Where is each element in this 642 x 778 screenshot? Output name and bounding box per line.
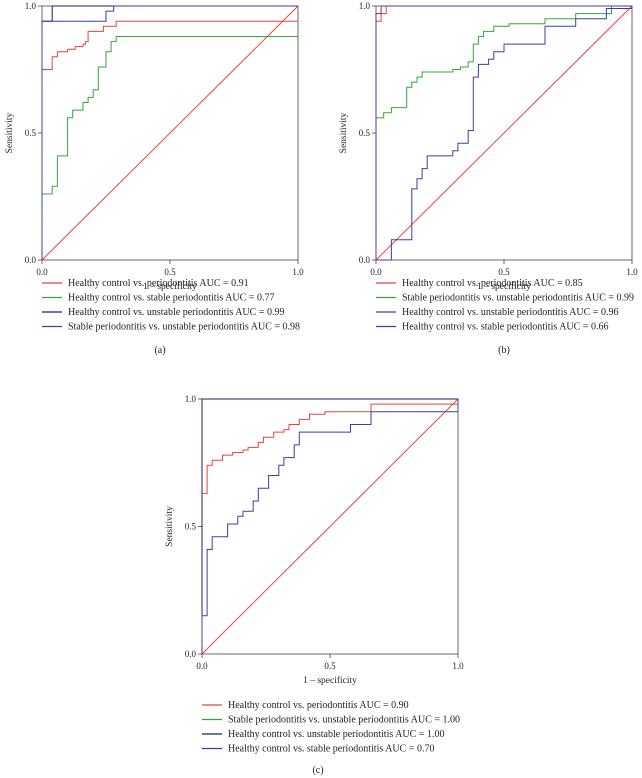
roc-curve-series-4 <box>201 399 459 654</box>
y-tick-label: 0.5 <box>185 522 197 532</box>
y-tick-label: 0.5 <box>359 128 371 138</box>
x-tick-label: 0.0 <box>196 661 208 671</box>
roc-curve-series-4 <box>41 5 298 260</box>
roc-curve-series-2 <box>375 5 632 260</box>
roc-curve-series-3 <box>375 5 632 260</box>
x-tick-label: 0.5 <box>164 267 176 277</box>
y-tick-label: 0.0 <box>359 255 371 265</box>
y-axis-label: Sensitivity <box>165 506 175 547</box>
x-tick-label: 0.5 <box>324 661 336 671</box>
x-axis-label: 1 – specificity <box>143 281 197 292</box>
y-tick-label: 1.0 <box>359 1 371 11</box>
panel-label: (a) <box>154 345 165 356</box>
legend-entry: Healthy control vs. unstable periodontit… <box>68 307 284 318</box>
panel-label: (c) <box>312 765 323 776</box>
roc-panel-b: 0.0 0.0 0.5 0.5 1.0 1.0 1 – specificity Sensiti… <box>339 1 638 356</box>
chance-diagonal <box>41 5 299 261</box>
x-axis-label: 1 – specificity <box>303 675 357 686</box>
chance-diagonal <box>375 5 633 261</box>
legend-entry: Stable periodontitis vs. unstable period… <box>68 322 300 333</box>
y-tick-label: 0.0 <box>25 255 37 265</box>
legend-entry: Stable periodontitis vs. unstable period… <box>402 293 634 304</box>
roc-curve-series-1 <box>41 20 298 260</box>
roc-panel-c: 0.0 0.0 0.5 0.5 1.0 1.0 1 – specificity Sensiti… <box>165 394 464 776</box>
x-tick-label: 0.5 <box>498 267 510 277</box>
x-tick-label: 0.0 <box>36 267 48 277</box>
legend-entry: Healthy control vs. stable periodontitis… <box>68 293 274 304</box>
y-axis-label: Sensitivity <box>339 112 349 153</box>
x-tick-label: 0.0 <box>370 267 382 277</box>
y-axis-label: Sensitivity <box>5 112 15 153</box>
y-tick-label: 0.5 <box>25 128 37 138</box>
panel-label: (b) <box>498 345 510 356</box>
legend-entry: Healthy control vs. periodontitis AUC = … <box>402 278 583 289</box>
y-tick-label: 1.0 <box>185 394 197 404</box>
legend-entry: Healthy control vs. unstable periodontit… <box>402 307 618 318</box>
legend-entry: Healthy control vs. stable periodontitis… <box>402 322 608 333</box>
legend-entry: Healthy control vs. unstable periodontit… <box>228 729 444 740</box>
legend-entry: Healthy control vs. stable periodontitis… <box>228 744 434 755</box>
y-tick-label: 0.0 <box>185 649 197 659</box>
roc-panel-a: 0.0 0.0 0.5 0.5 1.0 1.0 1 – specificity Sensiti… <box>5 1 304 356</box>
legend-entry: Healthy control vs. periodontitis AUC = … <box>68 278 249 289</box>
roc-curve-series-1 <box>201 403 458 654</box>
legend-entry: Stable periodontitis vs. unstable period… <box>228 715 460 726</box>
roc-curve-series-4 <box>376 6 633 261</box>
roc-curve-series-3 <box>201 398 458 654</box>
y-tick-label: 1.0 <box>25 1 37 11</box>
legend-entry: Healthy control vs. periodontitis AUC = … <box>228 700 409 711</box>
x-tick-label: 1.0 <box>292 267 304 277</box>
roc-curve-series-2 <box>41 36 298 260</box>
x-axis-label: 1 – specificity <box>477 281 531 292</box>
x-tick-label: 1.0 <box>626 267 638 277</box>
x-tick-label: 1.0 <box>452 661 464 671</box>
chance-diagonal <box>201 398 459 655</box>
